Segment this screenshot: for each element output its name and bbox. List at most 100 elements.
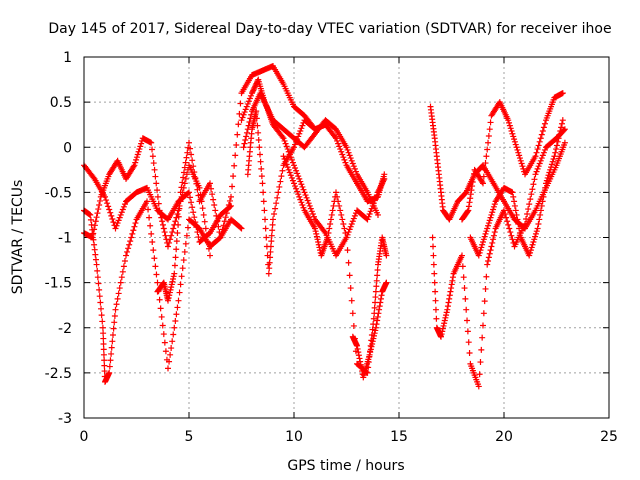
data-point (167, 236, 174, 243)
data-point (279, 167, 286, 174)
data-point (132, 159, 139, 166)
data-point (442, 314, 449, 321)
data-point (310, 213, 317, 220)
data-point (345, 259, 352, 266)
data-point (337, 146, 344, 153)
data-point (296, 130, 303, 137)
data-point (275, 189, 282, 196)
data-point (215, 223, 222, 230)
data-point (545, 172, 552, 179)
data-point (449, 274, 456, 281)
data-point (526, 201, 533, 208)
data-point (432, 288, 439, 295)
data-point (355, 352, 362, 359)
data-point (218, 230, 225, 237)
y-tick-label: -0.5 (45, 185, 72, 201)
data-point (511, 136, 518, 143)
data-point (121, 201, 128, 208)
data-point (101, 368, 108, 375)
data-point (531, 176, 538, 183)
data-point (464, 208, 471, 215)
data-point (235, 121, 242, 128)
data-point (255, 129, 262, 136)
data-point (239, 114, 246, 121)
data-point (94, 267, 101, 274)
data-point (257, 158, 264, 165)
data-point (509, 236, 516, 243)
data-point (223, 210, 230, 217)
data-point (250, 87, 257, 94)
data-point (266, 265, 273, 272)
data-point (111, 313, 118, 320)
data-point (98, 312, 105, 319)
data-point (279, 133, 286, 140)
data-point (485, 220, 492, 227)
data-point (96, 293, 103, 300)
data-point (283, 161, 290, 168)
data-point (522, 220, 528, 227)
data-point (448, 285, 455, 292)
data-point (490, 232, 497, 239)
data-point (133, 156, 140, 163)
data-point (184, 149, 191, 156)
data-point (516, 229, 523, 236)
data-point (182, 175, 189, 182)
data-point (295, 191, 302, 198)
data-point (253, 115, 260, 122)
data-point (343, 144, 350, 151)
data-point (304, 197, 311, 204)
data-point (478, 346, 485, 353)
data-point (468, 187, 475, 194)
data-point (291, 144, 297, 151)
data-point (485, 257, 492, 264)
data-point (480, 180, 486, 187)
data-point (336, 202, 343, 209)
data-point (312, 225, 318, 232)
data-point (537, 211, 544, 218)
data-point (365, 213, 372, 220)
data-point (506, 122, 513, 129)
data-point (480, 239, 486, 246)
data-point (254, 77, 261, 84)
data-point (256, 144, 263, 151)
data-point (156, 296, 163, 303)
data-point (108, 350, 115, 357)
data-point (149, 239, 156, 246)
data-point (295, 173, 302, 180)
data-point (284, 146, 291, 153)
data-point (192, 174, 199, 181)
data-point (195, 234, 202, 241)
data-point (335, 140, 342, 147)
data-point (222, 214, 229, 221)
data-point (207, 252, 213, 259)
data-point (114, 295, 121, 302)
data-point (159, 322, 166, 329)
data-point (459, 263, 466, 270)
data-point (253, 108, 260, 115)
data-point (229, 183, 236, 190)
data-point (524, 211, 531, 218)
data-point (220, 222, 227, 229)
data-point (165, 294, 172, 301)
data-point (475, 252, 482, 259)
data-point (172, 317, 179, 324)
data-point (369, 340, 376, 347)
y-tick-label: -2 (58, 321, 72, 337)
data-point (226, 197, 233, 204)
data-point (481, 233, 488, 240)
data-point (273, 200, 280, 207)
data-point (352, 168, 359, 175)
data-point (130, 227, 137, 234)
data-point (448, 281, 455, 288)
data-point (465, 339, 472, 346)
data-point (101, 357, 108, 364)
data-point (552, 149, 559, 156)
data-point (157, 305, 164, 312)
data-point (230, 173, 237, 180)
data-point (476, 249, 483, 256)
series-track-4 (154, 63, 318, 304)
data-point (513, 144, 520, 151)
data-point (191, 214, 198, 221)
data-point (487, 214, 494, 221)
data-point (539, 152, 546, 159)
